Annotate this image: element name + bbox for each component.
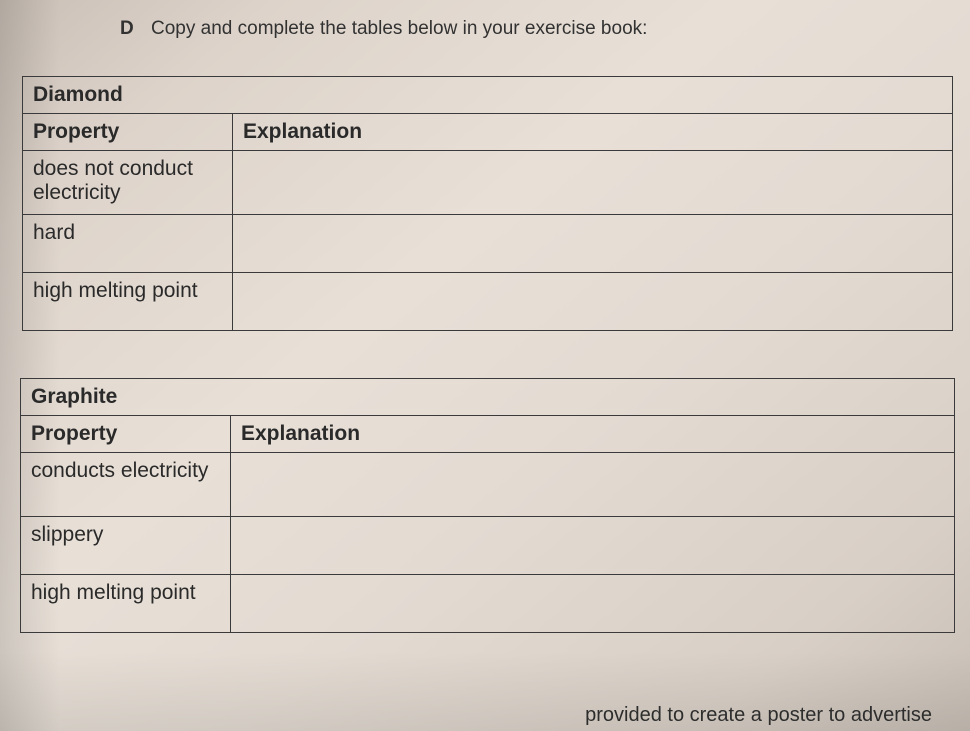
table-title: Graphite [21, 379, 955, 416]
table-row: high melting point [21, 575, 955, 633]
cell-property: high melting point [23, 273, 233, 331]
cell-explanation [233, 273, 953, 331]
table-diamond: Diamond Property Explanation does not co… [22, 76, 953, 331]
cell-explanation [231, 575, 955, 633]
col-header-explanation: Explanation [233, 114, 953, 151]
cell-property: hard [23, 215, 233, 273]
table-header-row: Property Explanation [21, 416, 955, 453]
table-row: slippery [21, 517, 955, 575]
cell-explanation [233, 215, 953, 273]
col-header-property: Property [21, 416, 231, 453]
table-header-row: Property Explanation [23, 114, 953, 151]
table-title: Diamond [23, 77, 953, 114]
cell-property: does not conduct electricity [23, 151, 233, 215]
cutoff-text: provided to create a poster to advertise [585, 704, 932, 727]
cell-explanation [233, 151, 953, 215]
cell-explanation [231, 517, 955, 575]
table-title-row: Graphite [21, 379, 955, 416]
table-row: conducts electricity [21, 453, 955, 517]
cell-explanation [231, 453, 955, 517]
table-row: does not conduct electricity [23, 151, 953, 215]
instruction-letter: D [120, 18, 134, 39]
instruction-text: Copy and complete the tables below in yo… [151, 18, 647, 39]
worksheet-page: D Copy and complete the tables below in … [0, 0, 970, 731]
instruction-line: D Copy and complete the tables below in … [120, 18, 647, 40]
table-title-row: Diamond [23, 77, 953, 114]
cell-property: slippery [21, 517, 231, 575]
table-graphite: Graphite Property Explanation conducts e… [20, 378, 955, 633]
cell-property: high melting point [21, 575, 231, 633]
cell-property: conducts electricity [21, 453, 231, 517]
col-header-property: Property [23, 114, 233, 151]
table-row: high melting point [23, 273, 953, 331]
col-header-explanation: Explanation [231, 416, 955, 453]
table-row: hard [23, 215, 953, 273]
